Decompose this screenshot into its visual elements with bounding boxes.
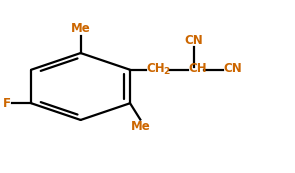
Text: CN: CN — [223, 62, 242, 75]
Text: Me: Me — [130, 120, 150, 133]
Text: Me: Me — [71, 22, 91, 35]
Text: CH: CH — [147, 62, 165, 75]
Text: CN: CN — [185, 34, 204, 47]
Text: 2: 2 — [164, 67, 170, 76]
Text: F: F — [3, 97, 11, 110]
Text: CH: CH — [188, 62, 207, 75]
